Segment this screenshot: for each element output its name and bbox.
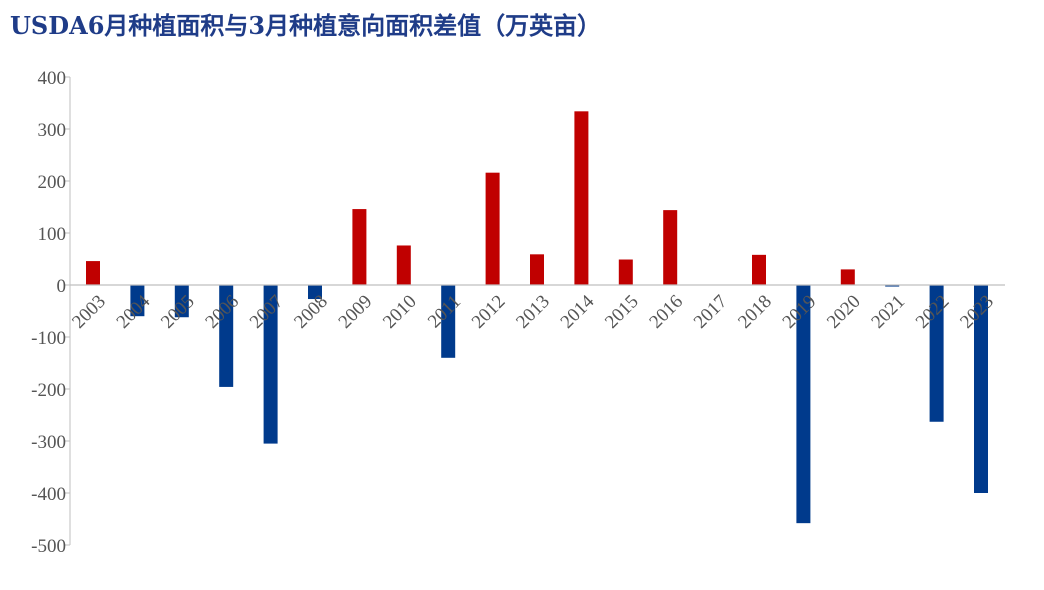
y-tick-label: -500 — [31, 536, 66, 557]
y-tick-label: 0 — [57, 276, 67, 297]
y-tick-label: -400 — [31, 484, 66, 505]
y-tick-label: -300 — [31, 432, 66, 453]
bar-2012 — [485, 172, 500, 285]
bar-2019 — [796, 285, 811, 524]
bar-2005 — [174, 285, 189, 318]
chart-title: USDA6月种植面积与3月种植意向面积差值（万英亩） — [10, 11, 602, 40]
x-tick-label-2013: 2013 — [512, 291, 554, 333]
bar-2004 — [130, 285, 145, 317]
bar-2009 — [352, 209, 367, 285]
x-tick-label-2007: 2007 — [246, 291, 288, 333]
x-tick-label-2020: 2020 — [823, 291, 865, 333]
bar-2003 — [86, 261, 100, 285]
x-tick-label-2011: 2011 — [424, 291, 465, 332]
x-tick-label-2017: 2017 — [690, 291, 732, 333]
y-tick-label: 200 — [38, 172, 67, 193]
bar-2006 — [219, 285, 234, 387]
bar-2014 — [574, 111, 589, 285]
x-tick-label-2008: 2008 — [290, 291, 332, 333]
y-axis: 400 300 200 100 0 -100 -200 -300 -400 -500 — [31, 68, 71, 557]
bar-2008 — [308, 285, 322, 300]
bars — [86, 111, 988, 524]
y-tick-label: 400 — [38, 68, 67, 89]
bar-2011 — [441, 285, 456, 358]
x-tick-label-2010: 2010 — [379, 291, 421, 333]
bar-2023 — [974, 285, 988, 493]
x-tick-label-2015: 2015 — [601, 291, 643, 333]
bar-2010 — [396, 245, 411, 285]
y-tick-label: -100 — [31, 328, 66, 349]
bar-2018 — [752, 254, 766, 285]
bar-2016 — [663, 210, 678, 285]
x-tick-label-2023: 2023 — [956, 291, 998, 333]
bar-2015 — [618, 259, 633, 285]
x-axis: 2003 2004 2005 2006 2007 2008 2009 2010 2011 2012… — [68, 284, 1005, 333]
x-tick-label-2021: 2021 — [867, 291, 909, 333]
bar-2021 — [885, 285, 900, 287]
x-tick-label-2005: 2005 — [157, 291, 199, 333]
x-tick-label-2009: 2009 — [335, 291, 377, 333]
bar-2007 — [263, 285, 278, 444]
x-tick-label-2012: 2012 — [468, 291, 510, 333]
y-tick-label: -200 — [31, 380, 66, 401]
y-tick-label: 300 — [38, 120, 67, 141]
x-tick-label-2014: 2014 — [557, 291, 599, 333]
x-tick-label-2019: 2019 — [779, 291, 821, 333]
x-tick-label-2003: 2003 — [68, 291, 110, 333]
y-tick-label: 100 — [38, 224, 67, 245]
bar-2013 — [530, 254, 544, 285]
bar-2020 — [840, 269, 855, 285]
x-tick-label-2018: 2018 — [734, 291, 776, 333]
x-tick-label-2016: 2016 — [645, 291, 687, 333]
x-tick-label-2004: 2004 — [113, 291, 155, 333]
x-tick-label-2022: 2022 — [912, 291, 954, 333]
x-tick-label-2006: 2006 — [201, 291, 243, 333]
bar-2022 — [929, 285, 944, 422]
